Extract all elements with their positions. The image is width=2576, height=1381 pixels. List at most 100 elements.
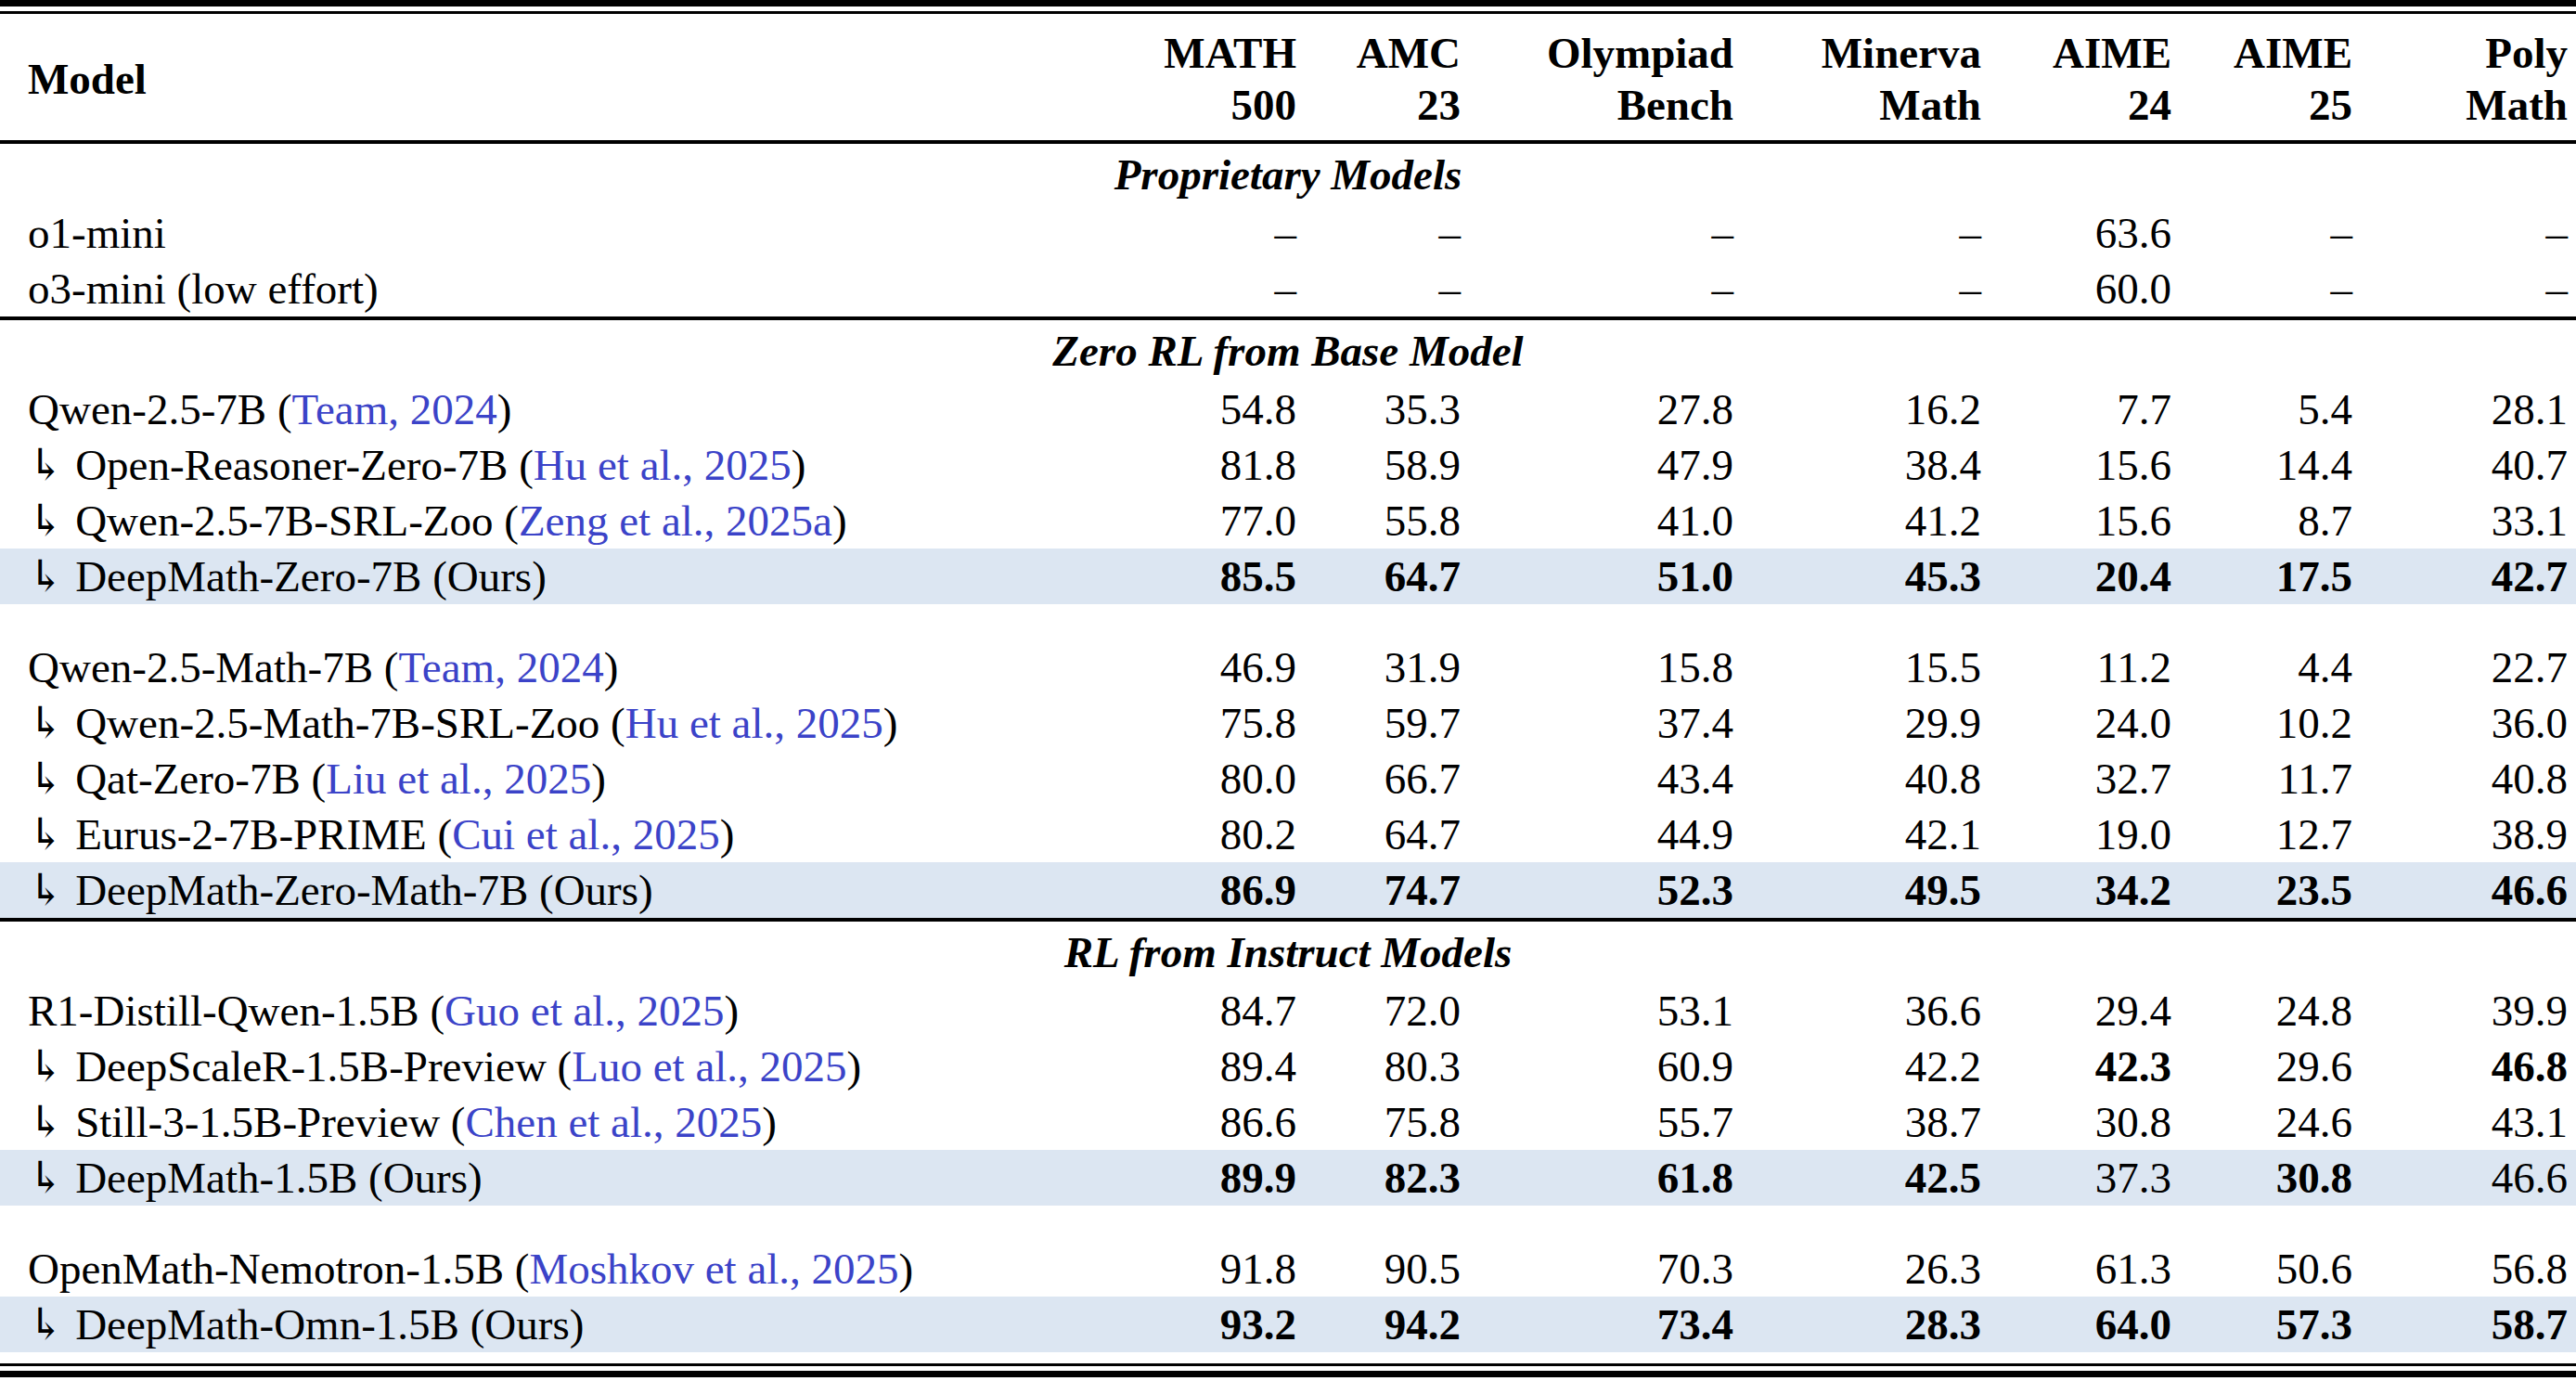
score-cell: 33.1 (2361, 493, 2576, 549)
score-cell: 84.7 (1086, 983, 1305, 1039)
col-header-aime25: AIME 25 (2180, 14, 2361, 142)
section-title: Proprietary Models (0, 142, 2576, 205)
score-cell: 64.7 (1305, 807, 1469, 862)
score-cell: 5.4 (2180, 381, 2361, 437)
score-cell: 58.9 (1305, 437, 1469, 493)
score-cell: 34.2 (1990, 862, 2180, 920)
citation-link[interactable]: Liu et al., 2025 (326, 755, 591, 803)
model-label-close: ) (725, 987, 740, 1035)
score-cell: 12.7 (2180, 807, 2361, 862)
score-cell: 46.6 (2361, 1150, 2576, 1206)
score-cell: 15.8 (1469, 639, 1742, 695)
table-row: ↳ Eurus-2-7B-PRIME (Cui et al., 2025)80.… (0, 807, 2576, 862)
score-cell: 32.7 (1990, 751, 2180, 807)
model-cell: o3-mini (low effort) (0, 261, 1086, 318)
score-cell: 17.5 (2180, 549, 2361, 604)
score-cell: 55.8 (1305, 493, 1469, 549)
citation-link[interactable]: Luo et al., 2025 (572, 1042, 846, 1091)
score-cell: 40.8 (1742, 751, 1990, 807)
score-cell: – (1086, 205, 1305, 261)
table-row: Qwen-2.5-Math-7B (Team, 2024)46.931.915.… (0, 639, 2576, 695)
citation-link[interactable]: Hu et al., 2025 (625, 699, 883, 747)
score-cell: 10.2 (2180, 695, 2361, 751)
score-cell: 80.0 (1086, 751, 1305, 807)
score-cell: 35.3 (1305, 381, 1469, 437)
spacer-cell (0, 604, 2576, 639)
model-cell: ↳ Qwen-2.5-7B-SRL-Zoo (Zeng et al., 2025… (0, 493, 1086, 549)
citation-link[interactable]: Team, 2024 (398, 643, 603, 691)
score-cell: 14.4 (2180, 437, 2361, 493)
model-label: Qwen-2.5-Math-7B ( (28, 643, 398, 691)
col-header-aime24: AIME 24 (1990, 14, 2180, 142)
score-cell: 61.8 (1469, 1150, 1742, 1206)
score-cell: 4.4 (2180, 639, 2361, 695)
citation-link[interactable]: Moshkov et al., 2025 (529, 1245, 898, 1293)
score-cell: 43.1 (2361, 1094, 2576, 1150)
citation-link[interactable]: Team, 2024 (292, 385, 497, 433)
score-cell: 70.3 (1469, 1241, 1742, 1297)
top-rule-thick (0, 0, 2576, 6)
score-cell: 15.5 (1742, 639, 1990, 695)
score-cell: 29.9 (1742, 695, 1990, 751)
score-cell: 20.4 (1990, 549, 2180, 604)
score-cell: 39.9 (2361, 983, 2576, 1039)
score-cell: 11.7 (2180, 751, 2361, 807)
score-cell: 15.6 (1990, 493, 2180, 549)
citation-link[interactable]: Zeng et al., 2025a (519, 497, 832, 545)
score-cell: 46.9 (1086, 639, 1305, 695)
score-cell: 42.2 (1742, 1039, 1990, 1094)
score-cell: – (1305, 261, 1469, 318)
score-cell: 40.8 (2361, 751, 2576, 807)
table-row: ↳ Still-3-1.5B-Preview (Chen et al., 202… (0, 1094, 2576, 1150)
model-cell: ↳ DeepMath-Zero-7B (Ours) (0, 549, 1086, 604)
model-label: ↳ DeepMath-Zero-Math-7B (Ours) (28, 866, 653, 914)
table-row: ↳ DeepScaleR-1.5B-Preview (Luo et al., 2… (0, 1039, 2576, 1094)
model-label: OpenMath-Nemotron-1.5B ( (28, 1245, 529, 1293)
score-cell: – (2180, 261, 2361, 318)
score-cell: 27.8 (1469, 381, 1742, 437)
score-cell: 24.6 (2180, 1094, 2361, 1150)
citation-link[interactable]: Hu et al., 2025 (534, 441, 792, 489)
score-cell: 23.5 (2180, 862, 2361, 920)
score-cell: 30.8 (2180, 1150, 2361, 1206)
table-header-row: Model MATH 500 AMC 23 Olympiad Bench Min… (0, 14, 2576, 142)
citation-link[interactable]: Guo et al., 2025 (444, 987, 725, 1035)
model-label-close: ) (762, 1098, 777, 1146)
col-header-line: AMC (1305, 27, 1461, 79)
score-cell: 91.8 (1086, 1241, 1305, 1297)
score-cell: 38.9 (2361, 807, 2576, 862)
score-cell: 29.6 (2180, 1039, 2361, 1094)
model-label: ↳ Open-Reasoner-Zero-7B ( (28, 441, 534, 489)
table-row: o3-mini (low effort)––––60.0–– (0, 261, 2576, 318)
score-cell: 50.6 (2180, 1241, 2361, 1297)
score-cell: 47.9 (1469, 437, 1742, 493)
spacer-row (0, 1206, 2576, 1241)
score-cell: 42.5 (1742, 1150, 1990, 1206)
score-cell: – (1469, 205, 1742, 261)
model-label-close: ) (847, 1042, 862, 1091)
model-label: ↳ DeepMath-Zero-7B (Ours) (28, 552, 547, 600)
model-label: o3-mini (low effort) (28, 265, 379, 313)
score-cell: 15.6 (1990, 437, 2180, 493)
table-row: OpenMath-Nemotron-1.5B (Moshkov et al., … (0, 1241, 2576, 1297)
score-cell: 46.6 (2361, 862, 2576, 920)
model-cell: ↳ DeepMath-Zero-Math-7B (Ours) (0, 862, 1086, 920)
score-cell: – (2180, 205, 2361, 261)
col-header-line: AIME (1990, 27, 2171, 79)
score-cell: 55.7 (1469, 1094, 1742, 1150)
score-cell: 73.4 (1469, 1297, 1742, 1352)
table-row: ↳ DeepMath-1.5B (Ours)89.982.361.842.537… (0, 1150, 2576, 1206)
score-cell: 85.5 (1086, 549, 1305, 604)
model-cell: o1-mini (0, 205, 1086, 261)
score-cell: 52.3 (1469, 862, 1742, 920)
model-label: ↳ DeepScaleR-1.5B-Preview ( (28, 1042, 572, 1091)
citation-link[interactable]: Cui et al., 2025 (452, 810, 720, 858)
citation-link[interactable]: Chen et al., 2025 (465, 1098, 762, 1146)
score-cell: – (2361, 261, 2576, 318)
col-header-line: 25 (2180, 79, 2352, 131)
score-cell: 53.1 (1469, 983, 1742, 1039)
col-header-line: MATH (1086, 27, 1296, 79)
score-cell: 42.3 (1990, 1039, 2180, 1094)
section-header-row: RL from Instruct Models (0, 920, 2576, 983)
score-cell: 82.3 (1305, 1150, 1469, 1206)
